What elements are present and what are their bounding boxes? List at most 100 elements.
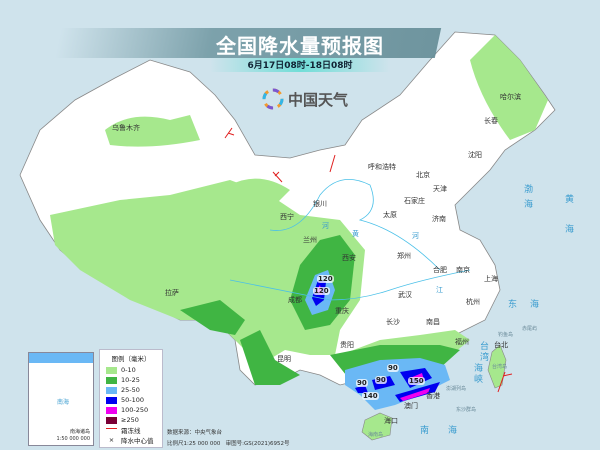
- city-label: 重庆: [335, 307, 349, 315]
- center-value: 120: [313, 287, 330, 295]
- island-label: 海南岛: [368, 432, 384, 438]
- city-label: 沈阳: [468, 151, 482, 159]
- legend-label: 50-100: [121, 396, 145, 404]
- legend-label: 100-250: [121, 406, 149, 414]
- inset-sea-label: 南海: [57, 399, 70, 406]
- map-subtitle: 6月17日08时-18日08时: [247, 61, 353, 71]
- sea-label: 黄: [565, 195, 575, 205]
- city-label: 上海: [484, 275, 498, 283]
- city-label: 长沙: [386, 318, 400, 326]
- city-label: 澳门: [404, 402, 418, 410]
- scale-note: 比例尺1:25 000 000 审图号:GS(2021)6952号: [167, 439, 290, 447]
- city-label: 兰州: [303, 236, 317, 244]
- brand-name: 中国天气: [288, 90, 349, 109]
- center-value: 150: [408, 377, 425, 385]
- city-label: 昆明: [277, 355, 291, 363]
- brand-logo: 中国天气: [262, 88, 348, 110]
- legend-title: 图例（毫米）: [111, 355, 151, 363]
- legend-swatch: [106, 396, 117, 404]
- sea-label: 海: [448, 426, 458, 436]
- sea-label: 海: [565, 225, 575, 235]
- rain-0-10-west: [50, 180, 365, 365]
- island-label: 钓鱼岛: [498, 332, 514, 338]
- rain-10-25-yunnan: [240, 330, 300, 385]
- river-label: 江: [436, 286, 443, 294]
- rain-0-10-northeast: [470, 35, 548, 140]
- city-label: 西宁: [280, 213, 294, 221]
- inset-caption-name: 南海诸岛: [69, 429, 90, 435]
- city-label: 郑州: [397, 252, 411, 260]
- legend-frost-line: 霜冻线: [100, 425, 162, 435]
- city-label: 贵阳: [340, 341, 354, 349]
- rain-10-25-tibet: [180, 300, 245, 335]
- rain-0-10-gansu: [230, 178, 290, 205]
- sea-label: 台: [480, 342, 490, 352]
- city-label: 石家庄: [404, 197, 425, 205]
- city-label: 福州: [455, 338, 469, 346]
- city-label: 长春: [484, 117, 498, 125]
- city-label: 成都: [288, 296, 302, 304]
- yellow-river: [269, 178, 441, 271]
- island-label: 赤尾屿: [522, 326, 538, 332]
- legend-label: 霜冻线: [121, 427, 141, 435]
- legend-label: 25-50: [121, 386, 140, 394]
- center-value: 140: [362, 392, 379, 400]
- city-label: 北京: [416, 171, 430, 179]
- subtitle-banner: [210, 58, 390, 72]
- city-label: 西安: [342, 254, 356, 262]
- legend-item: 100-250: [100, 405, 162, 415]
- river-label: 黄: [352, 230, 359, 238]
- city-label: 呼和浩特: [368, 163, 396, 171]
- taiwan-island: [487, 344, 507, 389]
- city-label: 南京: [456, 266, 470, 274]
- center-value: 90: [387, 364, 399, 372]
- legend-swatch: [106, 406, 117, 414]
- legend: 图例（毫米） 0-10 10-25 25-50 50-100 100-250 ≥…: [99, 349, 163, 448]
- city-label: 杭州: [466, 298, 480, 306]
- island-label: 东沙群岛: [456, 407, 477, 413]
- river-label: 河: [322, 222, 329, 230]
- sea-label: 湾: [480, 353, 490, 363]
- legend-item: 10-25: [100, 375, 162, 385]
- legend-item: ≥250: [100, 415, 162, 425]
- city-label: 合肥: [433, 266, 447, 274]
- inset-rain-band: [29, 353, 93, 363]
- legend-swatch: [106, 376, 117, 384]
- sea-label: 海: [524, 200, 534, 210]
- center-value: 90: [375, 376, 387, 384]
- city-label: 海口: [384, 417, 398, 425]
- sea-label: 南: [420, 426, 430, 436]
- city-label: 哈尔滨: [500, 93, 521, 101]
- sea-label: 渤: [524, 185, 534, 195]
- city-label: 天津: [433, 185, 447, 193]
- data-source: 数据来源：中央气象台: [167, 430, 223, 436]
- legend-item: 50-100: [100, 395, 162, 405]
- city-label: 济南: [432, 215, 446, 223]
- center-value: 90: [356, 379, 368, 387]
- approval-text: 审图号:GS(2021)6952号: [225, 441, 290, 447]
- city-label: 南昌: [426, 318, 440, 326]
- map-title: 全国降水量预报图: [216, 34, 384, 58]
- china-weather-logo-icon: [262, 88, 284, 110]
- legend-swatch: [106, 366, 117, 374]
- legend-item: 0-10: [100, 365, 162, 375]
- city-label: 武汉: [398, 291, 412, 299]
- island-label: 澎湖列岛: [446, 386, 467, 392]
- hainan-island: [361, 412, 393, 441]
- rain-100-250-guangdong: [400, 373, 430, 401]
- legend-swatch: [106, 386, 117, 394]
- legend-label: 0-10: [121, 366, 136, 374]
- city-label: 银川: [313, 200, 327, 208]
- sea-label: 东: [508, 300, 518, 310]
- city-label: 乌鲁木齐: [112, 124, 140, 132]
- legend-center-value: × 降水中心值: [100, 435, 162, 445]
- inset-caption: 南海诸岛 1:50 000 000: [57, 429, 91, 443]
- frost-line-icon: [106, 428, 117, 432]
- cross-icon: ×: [108, 436, 115, 444]
- scale-text: 比例尺1:25 000 000: [167, 441, 221, 447]
- yangtze-river: [229, 269, 471, 301]
- sea-label: 峡: [474, 375, 484, 385]
- legend-swatch: [106, 416, 117, 424]
- legend-label: 降水中心值: [121, 437, 154, 445]
